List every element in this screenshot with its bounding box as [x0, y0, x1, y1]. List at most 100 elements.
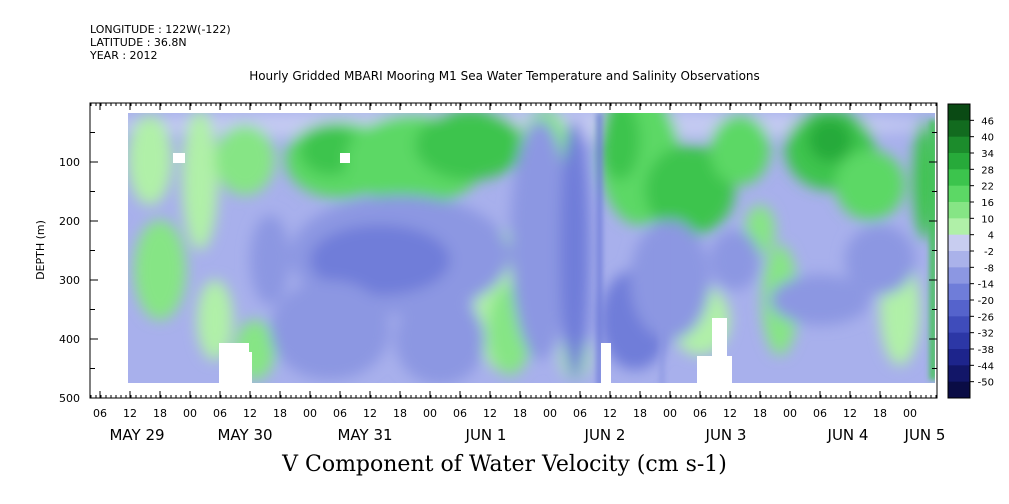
- velocity-streak: [597, 113, 602, 389]
- velocity-field: [808, 118, 852, 162]
- x-tick-label: 06: [693, 407, 707, 420]
- x-tick-label: 00: [303, 407, 317, 420]
- y-axis-label: DEPTH (m): [34, 220, 47, 280]
- x-day-label: MAY 31: [337, 426, 392, 444]
- colorbar-label: -38: [978, 345, 994, 356]
- colorbar-swatch: [948, 202, 970, 219]
- missing-data-cell: [128, 383, 935, 389]
- velocity-field: [215, 125, 275, 195]
- missing-data-cell: [230, 352, 252, 389]
- x-tick-label: 06: [93, 407, 107, 420]
- x-tick-label: 12: [483, 407, 497, 420]
- velocity-field: [270, 280, 390, 380]
- colorbar-label: -50: [978, 378, 994, 389]
- velocity-field: [395, 295, 485, 385]
- velocity-field: [197, 280, 233, 360]
- missing-data-cell: [740, 385, 800, 389]
- colorbar-swatch: [948, 283, 970, 301]
- colorbar-swatch: [948, 136, 970, 154]
- missing-data-cell: [580, 383, 605, 389]
- colorbar-swatch: [948, 332, 970, 350]
- missing-data-cell: [601, 343, 611, 389]
- x-day-label: JUN 3: [705, 426, 747, 444]
- x-tick-label: 12: [363, 407, 377, 420]
- velocity-field: [510, 120, 570, 360]
- x-tick-label: 12: [243, 407, 257, 420]
- velocity-field: [645, 145, 735, 235]
- colorbar-swatch: [948, 251, 970, 268]
- colorbar-label: 4: [988, 231, 994, 242]
- missing-data-cell: [902, 385, 935, 389]
- colorbar-label: 40: [981, 133, 994, 144]
- x-tick-label: 18: [273, 407, 287, 420]
- colorbar-label: 10: [981, 214, 994, 225]
- x-tick-label: 12: [843, 407, 857, 420]
- colorbar-label: -14: [978, 280, 994, 291]
- missing-data-cell: [490, 383, 500, 389]
- colorbar-swatch: [948, 349, 970, 366]
- velocity-field: [835, 150, 905, 220]
- x-tick-label: 06: [213, 407, 227, 420]
- colorbar-swatch: [948, 234, 970, 252]
- velocity-field: [630, 220, 710, 340]
- x-tick-label: 12: [603, 407, 617, 420]
- velocity-field: [415, 113, 525, 180]
- latitude-label: LATITUDE : 36.8N: [90, 36, 187, 49]
- x-day-label: JUN 2: [584, 426, 626, 444]
- y-tick-label: 100: [59, 156, 80, 169]
- heatmap-fields: [128, 113, 935, 385]
- colorbar-label: 22: [981, 182, 994, 193]
- x-day-label: JUN 5: [904, 426, 946, 444]
- x-tick-label: 00: [183, 407, 197, 420]
- axes: 06 12 18 00 06 12 18 00 06 12 18 00 06 12 18 00 06 12 18 00…: [34, 102, 946, 444]
- longitude-label: LONGITUDE : 122W(-122): [90, 23, 231, 36]
- colorbar-swatch: [948, 185, 970, 203]
- velocity-field: [134, 220, 186, 320]
- colorbar-label: -8: [984, 263, 994, 274]
- velocity-streak: [660, 230, 664, 389]
- missing-data-cell: [712, 318, 727, 356]
- colorbar-label: 16: [981, 198, 994, 209]
- year-label: YEAR : 2012: [90, 49, 158, 62]
- x-tick-label: 00: [663, 407, 677, 420]
- y-tick-label: 500: [59, 392, 80, 405]
- colorbar-swatch: [948, 120, 970, 138]
- velocity-field: [310, 225, 450, 295]
- x-tick-label: 06: [453, 407, 467, 420]
- velocity-field: [250, 215, 290, 305]
- missing-data-cell: [697, 356, 732, 389]
- velocity-field: [770, 275, 870, 325]
- minor-ticks: [90, 103, 937, 398]
- x-tick-label: 00: [783, 407, 797, 420]
- colorbar-label: -44: [978, 361, 994, 372]
- x-tick-label: 06: [813, 407, 827, 420]
- x-tick-label: 12: [123, 407, 137, 420]
- variable-label: V Component of Water Velocity (cm s-1): [282, 452, 727, 477]
- y-tick-label: 200: [59, 215, 80, 228]
- colorbar-swatch: [948, 381, 970, 399]
- colorbar-swatch: [948, 365, 970, 383]
- x-tick-label: 18: [393, 407, 407, 420]
- missing-data-cell: [340, 153, 350, 163]
- colorbar-swatch: [948, 267, 970, 285]
- y-tick-label: 400: [59, 333, 80, 346]
- missing-data: [128, 153, 935, 389]
- colorbar: 46 40 34 28 22 16 10 4 -2 -8 -14 -20 -26 -32 -38 -44 -50: [947, 103, 994, 399]
- x-tick-label: 18: [633, 407, 647, 420]
- x-tick-label: 00: [423, 407, 437, 420]
- x-tick-label: 06: [333, 407, 347, 420]
- colorbar-swatch: [948, 153, 970, 170]
- velocity-field: [128, 115, 172, 205]
- x-tick-label: 00: [903, 407, 917, 420]
- x-day-label: MAY 29: [109, 426, 164, 444]
- colorbar-swatch: [948, 169, 970, 187]
- colorbar-label: 46: [981, 116, 994, 127]
- colorbar-label: 28: [981, 165, 994, 176]
- x-tick-label: 12: [723, 407, 737, 420]
- x-tick-label: 18: [873, 407, 887, 420]
- x-day-label: MAY 30: [217, 426, 272, 444]
- colorbar-swatch: [948, 316, 970, 334]
- missing-data-cell: [205, 385, 215, 389]
- missing-data-cell: [335, 385, 375, 389]
- colorbar-swatch: [948, 300, 970, 317]
